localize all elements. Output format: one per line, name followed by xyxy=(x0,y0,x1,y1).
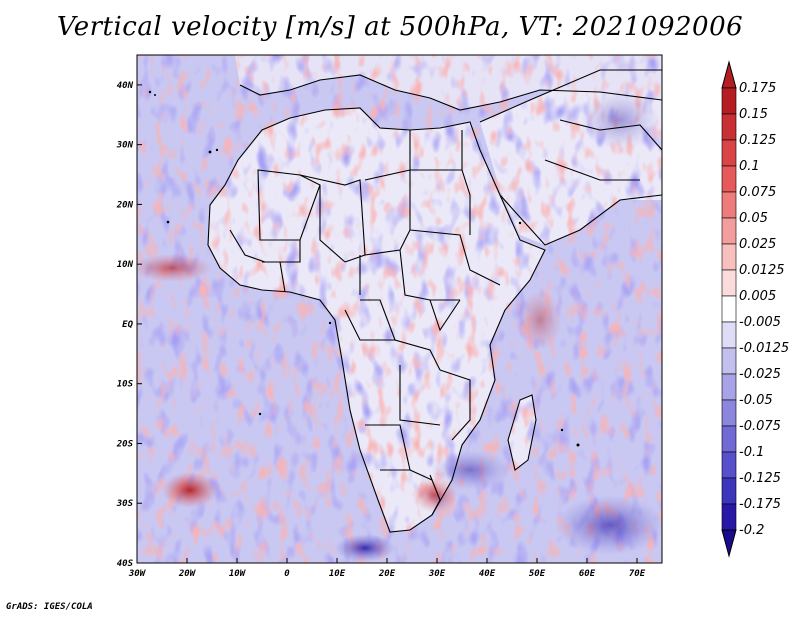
colorbar-level-label: -0.025 xyxy=(739,367,781,382)
lon-tick-label: 20E xyxy=(378,569,396,579)
colorbar-level-label: -0.05 xyxy=(739,393,773,408)
lat-tick-label: EQ xyxy=(122,320,133,330)
colorbar-min-arrow xyxy=(721,529,737,558)
lon-tick-label: 0 xyxy=(284,569,290,579)
lat-tick-label: 30S xyxy=(116,499,134,509)
colorbar-swatch xyxy=(721,347,737,375)
colorbar-swatch xyxy=(721,477,737,505)
colorbar-swatch xyxy=(721,243,737,271)
colorbar-swatch xyxy=(721,503,737,531)
colorbar-swatch xyxy=(721,373,737,401)
lat-tick-label: 20S xyxy=(116,439,134,449)
colorbar-level-label: 0.025 xyxy=(739,237,776,252)
latitude-axis: 40N 30N 20N 10N EQ 10S 20S 30S 40S xyxy=(116,81,142,569)
country-borders xyxy=(207,69,662,533)
lon-tick-label: 10E xyxy=(329,569,346,579)
colorbar-swatch xyxy=(721,451,737,479)
colorbar-swatch xyxy=(721,139,737,167)
lon-tick-label: 30W xyxy=(128,569,147,579)
map-frame xyxy=(136,54,663,564)
lon-tick-label: 70E xyxy=(629,569,646,579)
lat-tick-label: 10S xyxy=(117,380,134,390)
velocity-noise-field xyxy=(137,55,662,563)
colorbar-level-label: -0.2 xyxy=(739,523,764,538)
colorbar-level-label: 0.15 xyxy=(739,107,768,122)
colorbar-level-label: 0.125 xyxy=(739,133,776,148)
colorbar-level-label: -0.0125 xyxy=(739,341,789,356)
strong-ascent-southatlantic xyxy=(162,472,218,508)
chart-title: Vertical velocity [m/s] at 500hPa, VT: 2… xyxy=(56,12,744,42)
lon-tick-label: 20W xyxy=(178,569,197,579)
lon-tick-label: 40E xyxy=(479,569,496,579)
colorbar-level-label: -0.125 xyxy=(739,471,781,486)
colorbar-swatch xyxy=(721,269,737,297)
colorbar-level-label: -0.175 xyxy=(739,497,781,512)
lat-tick-label: 20N xyxy=(116,200,134,210)
strong-descent-south xyxy=(335,534,395,562)
colorbar-level-label: -0.005 xyxy=(739,315,781,330)
colorbar-level-label: 0.075 xyxy=(739,185,776,200)
lon-tick-label: 50E xyxy=(529,569,546,579)
colorbar-level-label: 0.1 xyxy=(739,159,760,174)
colorbar-level-label: 0.05 xyxy=(739,211,768,226)
colorbar-swatch xyxy=(721,113,737,141)
colorbar-level-label: 0.175 xyxy=(739,81,776,96)
lat-tick-label: 40N xyxy=(117,81,134,91)
strong-descent-indian-ocean xyxy=(555,495,662,555)
colorbar-swatch xyxy=(721,399,737,427)
colorbar-swatch xyxy=(721,87,737,115)
colorbar-swatch xyxy=(721,165,737,193)
descent-mozambique-channel xyxy=(430,450,510,490)
island-markers xyxy=(148,90,580,447)
lon-tick-label: 10W xyxy=(229,569,247,579)
colorbar-swatch xyxy=(721,217,737,245)
lat-tick-label: 40S xyxy=(117,559,134,569)
lat-tick-label: 10N xyxy=(117,260,134,270)
colorbar-level-label: -0.1 xyxy=(739,445,764,460)
colorbar-max-arrow xyxy=(721,60,737,89)
colorbar: 0.175 0.15 0.125 0.1 0.075 0.05 0.025 0.0125 0.0… xyxy=(721,60,789,558)
colorbar-swatch xyxy=(721,321,737,349)
colorbar-swatch xyxy=(721,295,737,323)
colorbar-level-label: -0.075 xyxy=(739,419,781,434)
lat-tick-label: 30N xyxy=(116,141,134,151)
descent-arabia xyxy=(580,90,660,150)
map-plot-area xyxy=(137,55,662,563)
colorbar-swatch xyxy=(721,425,737,453)
longitude-axis: 30W 20W 10W 0 10E 20E 30E 40E 50E 60E 70E xyxy=(128,558,646,579)
colorbar-level-label: 0.005 xyxy=(739,289,776,304)
strong-ascent-itcz-west xyxy=(137,254,212,282)
lon-tick-label: 60E xyxy=(579,569,596,579)
colorbar-level-label: 0.0125 xyxy=(739,263,785,278)
ascent-east-africa-coast xyxy=(518,290,562,350)
lon-tick-label: 30E xyxy=(428,569,446,579)
software-credit: GrADS: IGES/COLA xyxy=(6,602,93,612)
colorbar-swatch xyxy=(721,191,737,219)
